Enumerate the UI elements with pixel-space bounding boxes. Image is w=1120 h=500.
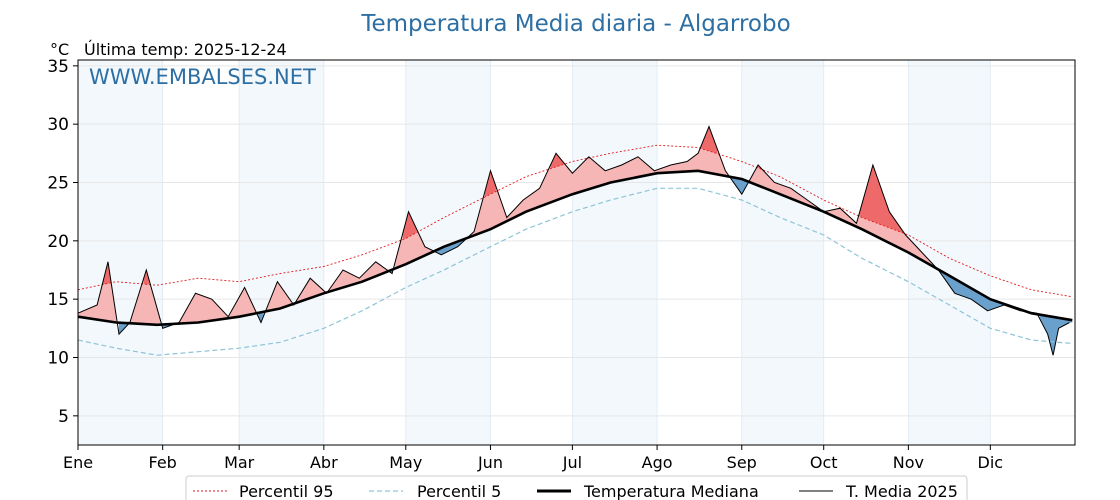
fill-above-median-2 — [176, 287, 256, 324]
fill-below-median-0 — [118, 322, 128, 335]
month-band-jul — [572, 60, 658, 445]
x-tick-label-feb: Feb — [149, 453, 177, 472]
fill-below-median-7 — [730, 176, 748, 195]
fill-above-p95-3 — [484, 170, 496, 197]
month-bands — [78, 60, 991, 445]
x-tick-label-dic: Dic — [978, 453, 1004, 472]
x-tick-label-nov: Nov — [893, 453, 924, 472]
legend-box — [185, 475, 968, 500]
y-tick-label-15: 15 — [47, 290, 69, 310]
y-axis: 5 10 15 20 25 30 35 — [47, 57, 78, 427]
fill-above-median-7 — [468, 126, 729, 238]
fill-below-median-9 — [1039, 314, 1073, 356]
x-axis: Ene Feb Mar Abr May Jun Jul Ago Sep Oct Nov Dic — [63, 445, 1003, 472]
fill-above-p95-2 — [403, 211, 417, 240]
x-tick-label-ene: Ene — [63, 453, 93, 472]
fill-above-median-8 — [749, 165, 821, 211]
series-line-media-2025 — [77, 125, 1070, 356]
month-band-sep — [741, 60, 824, 445]
fill-above-p95-6 — [700, 126, 718, 154]
x-tick-label-mar: Mar — [224, 453, 255, 472]
month-band-mar — [239, 60, 324, 445]
legend-label-median: Temperatura Mediana — [583, 482, 759, 500]
y-tick-label-10: 10 — [47, 349, 69, 369]
last-temp-label: Última temp: 2025-12-24 — [84, 40, 287, 59]
watermark: WWW.EMBALSES.NET — [89, 65, 316, 89]
fill-above-p95-1 — [143, 270, 150, 285]
y-tick-label-25: 25 — [47, 174, 69, 194]
y-tick-label-20: 20 — [47, 232, 69, 252]
x-tick-label-sep: Sep — [727, 453, 757, 472]
fill-below-median-8 — [938, 269, 1026, 312]
legend-label-2025: T. Media 2025 — [845, 482, 958, 500]
legend-label-p95: Percentil 95 — [239, 482, 334, 500]
series-line-mediana — [77, 169, 1073, 327]
x-tick-label-may: May — [389, 453, 422, 472]
x-tick-label-jun: Jun — [477, 453, 503, 472]
fill-above-median-6 — [394, 211, 434, 269]
x-tick-label-ago: Ago — [642, 453, 673, 472]
y-unit-label: °C — [50, 40, 69, 59]
fill-above-median-5 — [329, 261, 387, 292]
fill-above-median-3 — [266, 281, 292, 312]
x-tick-label-oct: Oct — [810, 453, 838, 472]
month-band-ene — [78, 60, 163, 445]
plot-frame — [77, 59, 1076, 446]
fill-above-median-1 — [129, 270, 160, 325]
y-tick-label-30: 30 — [47, 115, 69, 135]
fill-above-median-4 — [296, 278, 324, 303]
legend: Percentil 95 Percentil 5 Temperatura Med… — [185, 475, 968, 500]
chart-title: Temperatura Media diaria - Algarrobo — [360, 11, 790, 37]
legend-label-p5: Percentil 5 — [417, 482, 501, 500]
series-line-percentil-5 — [77, 187, 1073, 356]
x-tick-label-abr: Abr — [310, 453, 338, 472]
fill-below-median-2 — [258, 311, 264, 323]
x-tick-label-jul: Jul — [562, 453, 582, 472]
y-tick-label-35: 35 — [47, 57, 69, 77]
y-tick-label-5: 5 — [58, 407, 69, 427]
series-lines — [77, 125, 1073, 356]
fill-above-p95-4 — [550, 153, 565, 169]
